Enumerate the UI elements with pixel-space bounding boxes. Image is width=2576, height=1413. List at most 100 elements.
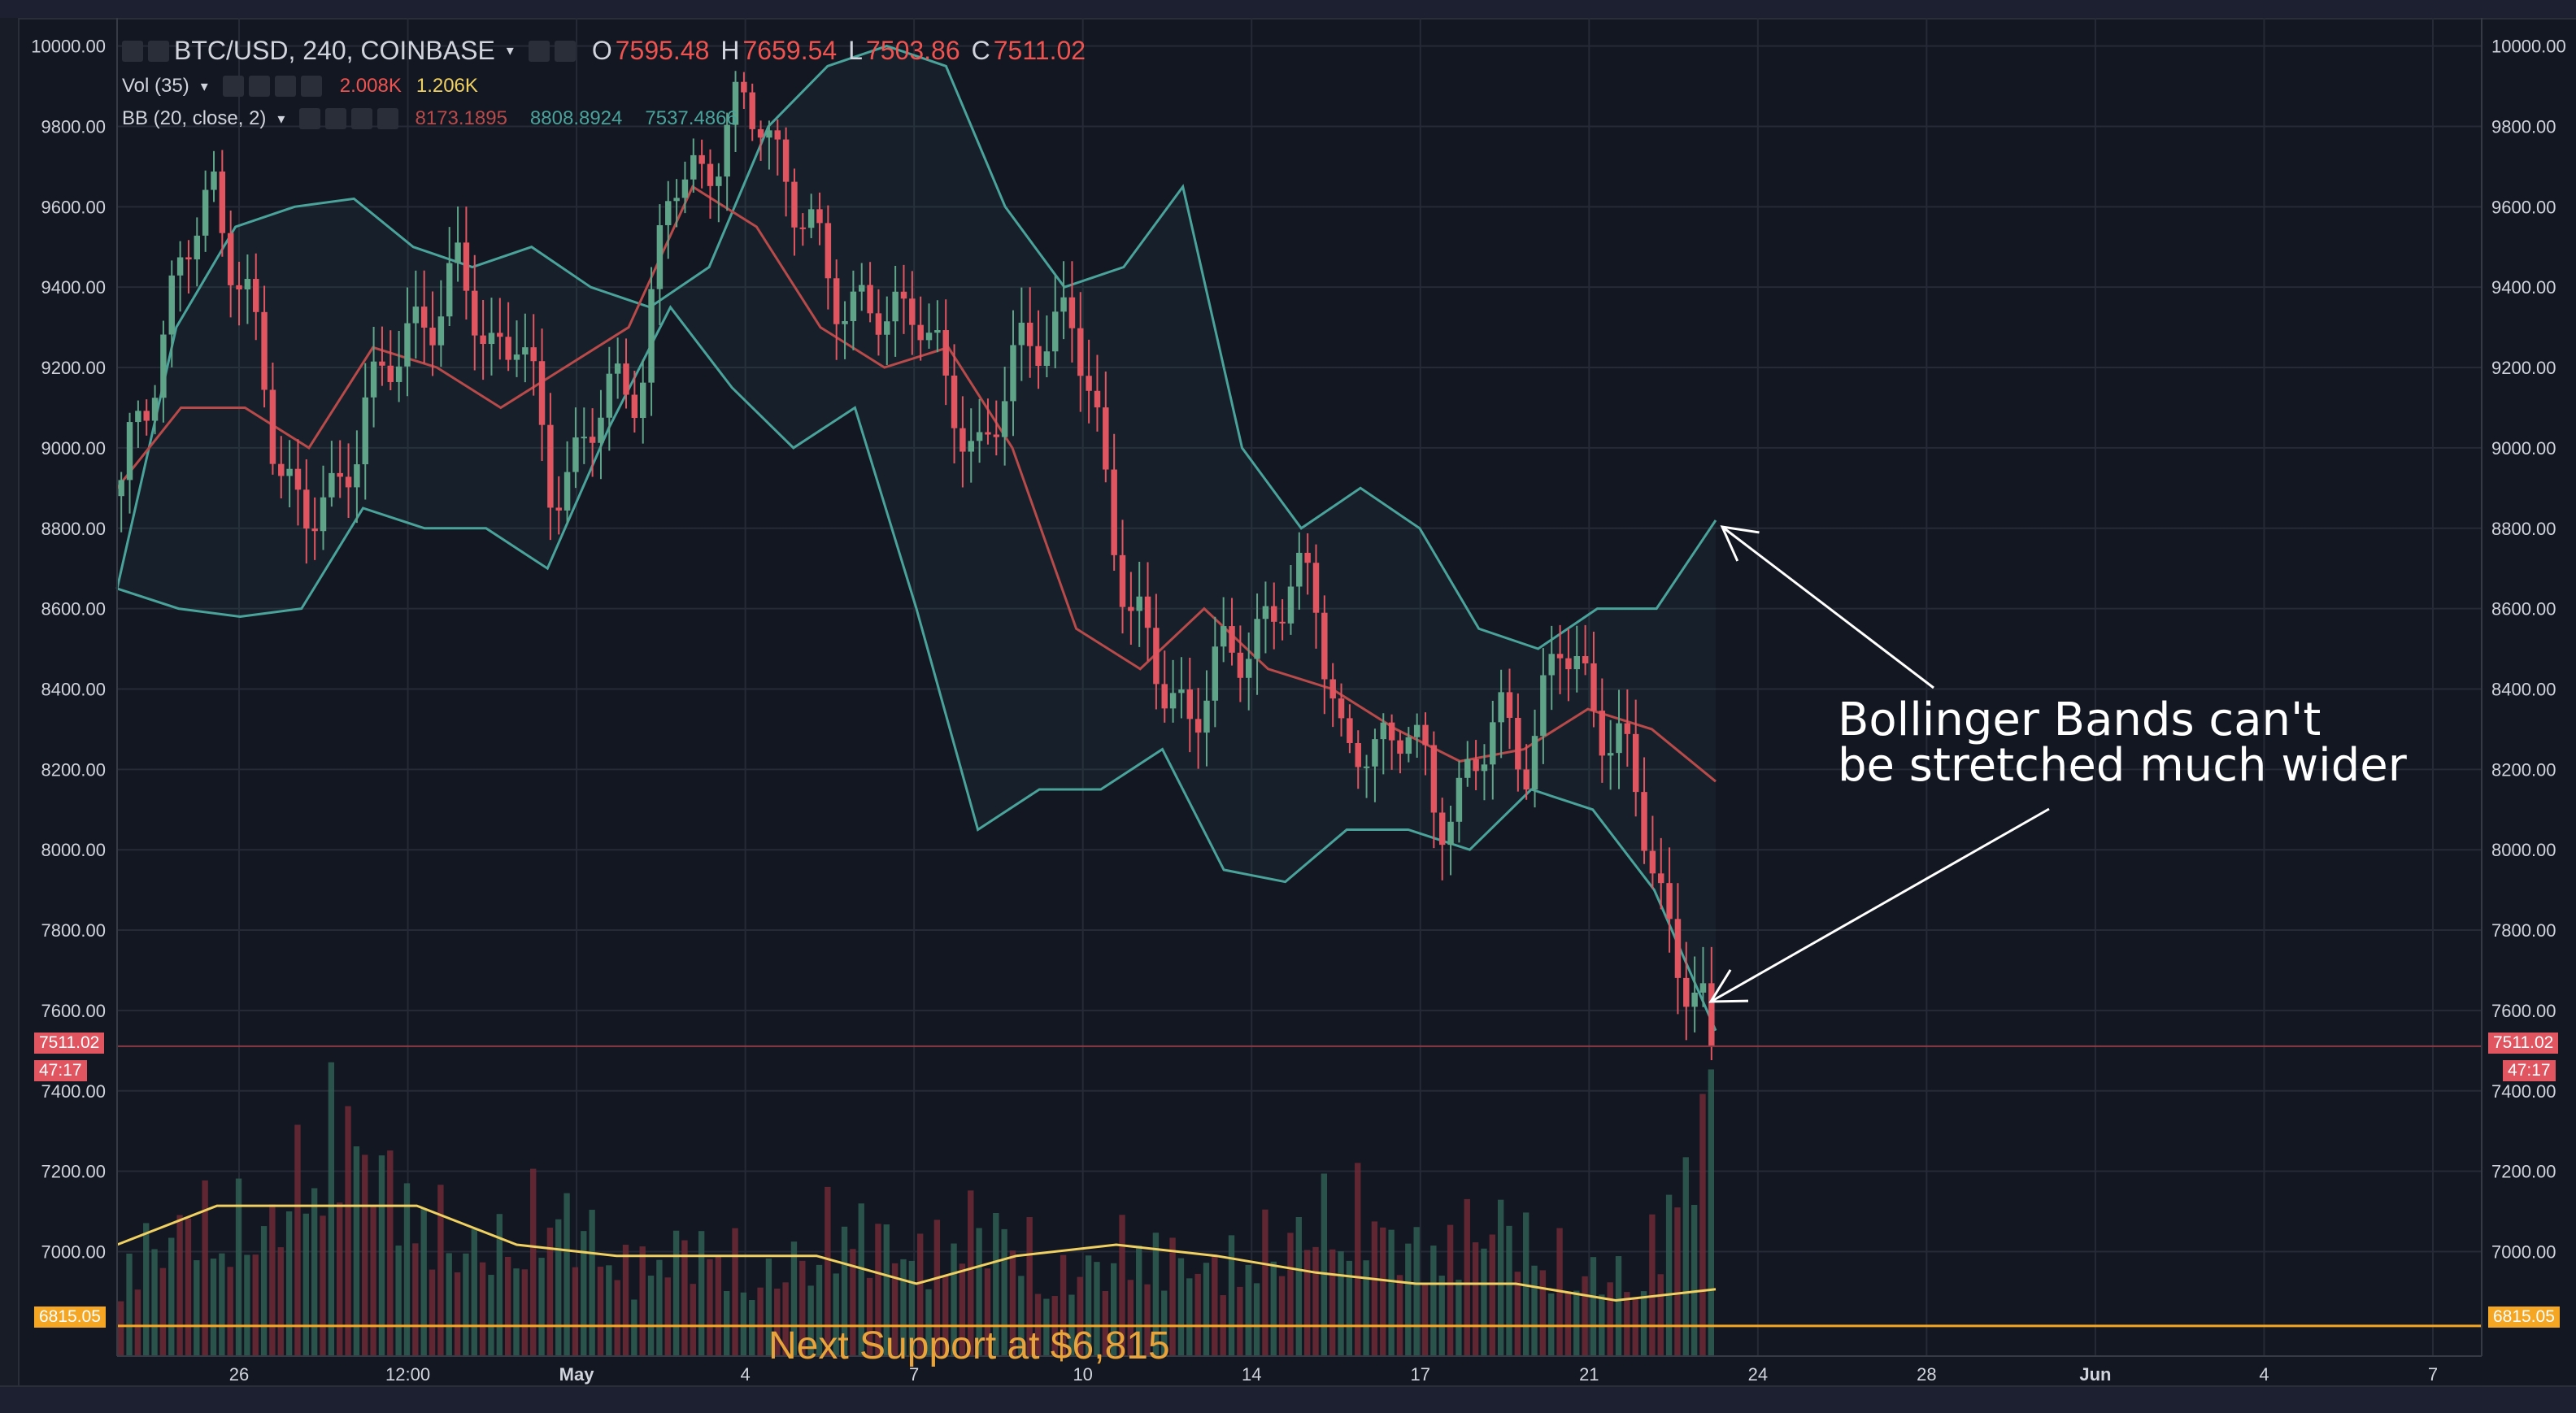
- gear-icon[interactable]: [248, 76, 270, 97]
- candle-body: [286, 468, 293, 476]
- candle-body: [766, 130, 772, 138]
- candle-body: [1674, 919, 1682, 978]
- volume-bar: [1346, 1260, 1353, 1356]
- volume-bar: [891, 1263, 899, 1356]
- volume-bar: [1590, 1257, 1597, 1356]
- candle-body: [934, 330, 941, 333]
- candle-body: [538, 361, 546, 425]
- candle-body: [1531, 736, 1538, 790]
- volume-bar: [1237, 1286, 1243, 1356]
- candle-body: [1372, 739, 1378, 767]
- volume-label[interactable]: Vol (35): [122, 75, 189, 97]
- collapse-icon[interactable]: [122, 40, 143, 62]
- candle-body: [1245, 659, 1252, 678]
- candle-body: [968, 441, 974, 452]
- volume-bar: [1278, 1276, 1286, 1356]
- y-tick-label-left: 7000.00: [41, 1241, 106, 1262]
- symbol-label[interactable]: BTC/USD, 240, COINBASE: [174, 36, 495, 65]
- volume-bar: [294, 1124, 301, 1356]
- candle-body: [505, 337, 511, 360]
- gear-icon[interactable]: [554, 40, 576, 62]
- volume-bar: [387, 1150, 394, 1356]
- volume-bar: [1203, 1263, 1210, 1356]
- chevron-down-icon[interactable]: ▾: [277, 110, 285, 127]
- volume-bar: [454, 1272, 461, 1356]
- candle-body: [135, 411, 141, 423]
- candle-body: [1438, 812, 1446, 846]
- candle-body: [1203, 700, 1210, 733]
- volume-bar: [488, 1275, 494, 1356]
- volume-bar: [732, 1228, 738, 1356]
- y-tick-label-right: 8400.00: [2491, 679, 2556, 699]
- candle-body: [253, 279, 259, 312]
- volume-legend: Vol (35) ▾ 2.008K 1.206K: [122, 75, 478, 98]
- x-tick-label: Jun: [2079, 1364, 2111, 1385]
- candle-body: [337, 472, 343, 477]
- close-icon[interactable]: [377, 108, 399, 129]
- flag-icon[interactable]: [148, 40, 169, 62]
- volume-bar: [1607, 1282, 1613, 1356]
- y-tick-label-right: 9400.00: [2491, 277, 2556, 298]
- candle-body: [1380, 722, 1387, 740]
- eye-icon[interactable]: [222, 76, 244, 97]
- candle-body: [951, 375, 958, 428]
- volume-ma-line: [116, 1204, 1717, 1302]
- volume-bar: [1321, 1173, 1328, 1356]
- volume-bar: [463, 1253, 469, 1356]
- candle-body: [850, 291, 857, 321]
- candle-body: [1338, 698, 1345, 719]
- y-tick-label-left: 9000.00: [41, 438, 106, 459]
- bollinger-label[interactable]: BB (20, close, 2): [122, 107, 267, 129]
- annotation-text[interactable]: Bollinger Bands can't be stretched much …: [1838, 698, 2407, 789]
- volume-bar: [799, 1260, 806, 1356]
- y-tick-label-left: 9800.00: [41, 116, 106, 137]
- volume-bar: [1194, 1273, 1201, 1356]
- volume-bar: [782, 1282, 789, 1356]
- gear-icon[interactable]: [325, 108, 347, 129]
- bb-basis-value: 8173.1895: [415, 107, 507, 129]
- volume-bar: [908, 1260, 915, 1356]
- volume-bar: [168, 1237, 175, 1356]
- candle-body: [1262, 606, 1269, 620]
- eye-icon[interactable]: [299, 108, 321, 129]
- candle-body: [639, 382, 646, 419]
- x-tick-label: 10: [1073, 1364, 1092, 1385]
- chevron-down-icon[interactable]: ▾: [506, 42, 514, 59]
- volume-bar: [1161, 1290, 1168, 1356]
- candle-body: [1312, 563, 1320, 613]
- candle-body: [859, 285, 865, 292]
- volume-bar: [378, 1155, 385, 1356]
- settings-icon[interactable]: [528, 40, 550, 62]
- candle-body: [1153, 628, 1160, 685]
- more-icon[interactable]: [351, 108, 373, 129]
- volume-bar: [976, 1228, 982, 1356]
- close-icon[interactable]: [300, 76, 322, 97]
- volume-bar: [555, 1219, 562, 1356]
- candle-body: [404, 323, 411, 367]
- candle-body: [1506, 692, 1513, 718]
- volume-bar: [1312, 1246, 1319, 1356]
- volume-bar: [572, 1267, 579, 1356]
- y-tick-label-left: 9400.00: [41, 277, 106, 298]
- volume-bar: [968, 1190, 974, 1356]
- more-icon[interactable]: [274, 76, 296, 97]
- candle-body: [959, 428, 966, 452]
- volume-bar: [353, 1146, 360, 1356]
- candle-body: [547, 424, 554, 508]
- support-annotation[interactable]: Next Support at $6,815: [768, 1324, 1170, 1367]
- candle-body: [782, 139, 790, 182]
- y-tick-label-left: 8600.00: [41, 599, 106, 620]
- candle-body: [278, 463, 285, 476]
- candle-body: [1573, 656, 1580, 670]
- volume-bar: [1043, 1298, 1050, 1356]
- volume-bar: [1094, 1262, 1100, 1356]
- candle-body: [1599, 711, 1606, 756]
- candle-body: [572, 437, 579, 472]
- chevron-down-icon[interactable]: ▾: [200, 77, 208, 94]
- x-tick-label: 21: [1579, 1364, 1599, 1385]
- x-tick-label: 12:00: [385, 1364, 430, 1385]
- candle-body: [1220, 626, 1227, 647]
- annotation-line-1: Bollinger Bands can't: [1838, 693, 2321, 746]
- y-tick-label-right: 7200.00: [2491, 1162, 2556, 1182]
